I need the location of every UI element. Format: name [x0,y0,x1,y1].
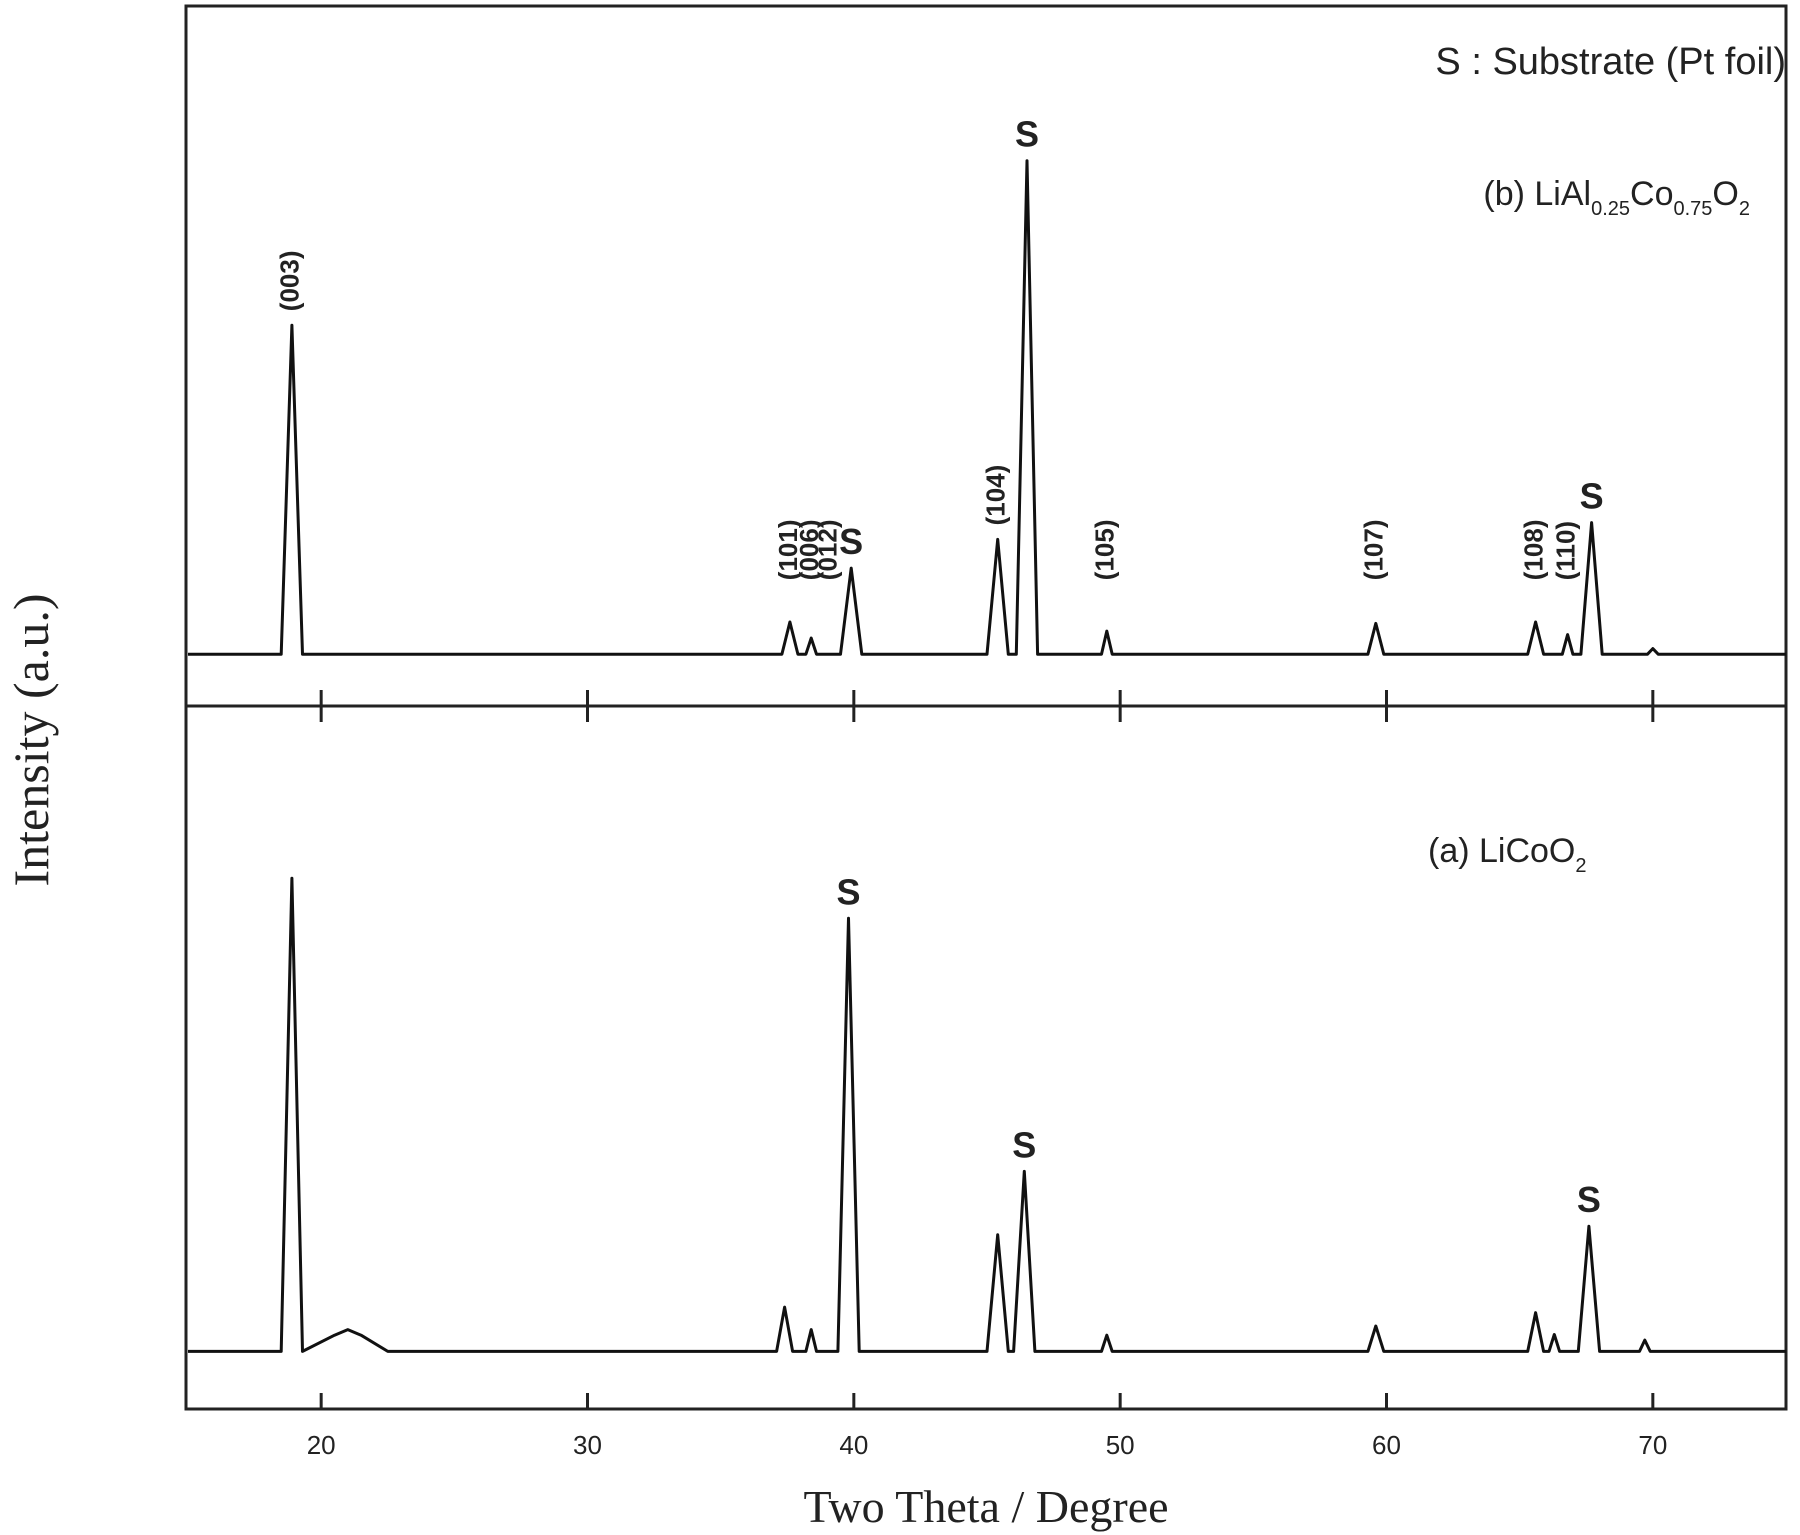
peak-index-label: (101) [773,519,803,580]
peak-index-label: (006) [794,519,824,580]
xrd-line [188,876,1786,1353]
x-axis-label: Two Theta / Degree [803,1481,1168,1532]
subscript: 2 [1575,855,1586,877]
x-tick-label: 50 [1106,1430,1135,1460]
x-tick-label: 30 [573,1430,602,1460]
subscript: 2 [1739,198,1750,220]
label-part: Co [1630,175,1673,213]
label-part: (a) LiCoO [1428,832,1575,870]
peak-index-label: (003) [275,250,305,311]
substrate-peak-label: S [839,521,863,562]
y-axis-label: Intensity (a.u.) [3,594,59,887]
substrate-peak-label: S [836,871,860,912]
substrate-note: S : Substrate (Pt foil) [1435,41,1786,83]
substrate-peak-label: S [1015,114,1039,155]
x-tick-label: 20 [307,1430,336,1460]
subscript: 0.25 [1591,198,1630,220]
peak-index-label: (012) [813,519,843,580]
peak-index-label: (105) [1090,519,1120,580]
peak-index-label: (110) [1550,521,1580,580]
peak-index-label: (104) [981,465,1011,526]
xrd-line [188,159,1786,656]
sample-label: (b) LiAl0.25Co0.75O2 [1483,175,1750,220]
x-tick-label: 70 [1638,1430,1667,1460]
x-tick-label: 60 [1372,1430,1401,1460]
substrate-peak-label: S [1577,1179,1601,1220]
label-part: O [1712,175,1738,213]
peak-index-label: (107) [1359,519,1389,580]
peak-index-label: (108) [1519,519,1549,580]
x-tick-label: 40 [839,1430,868,1460]
substrate-peak-label: S [1580,476,1604,517]
sample-label: (a) LiCoO2 [1428,832,1587,877]
label-part: (b) LiAl [1483,175,1591,213]
subscript: 0.75 [1673,198,1712,220]
substrate-peak-label: S [1012,1124,1036,1165]
